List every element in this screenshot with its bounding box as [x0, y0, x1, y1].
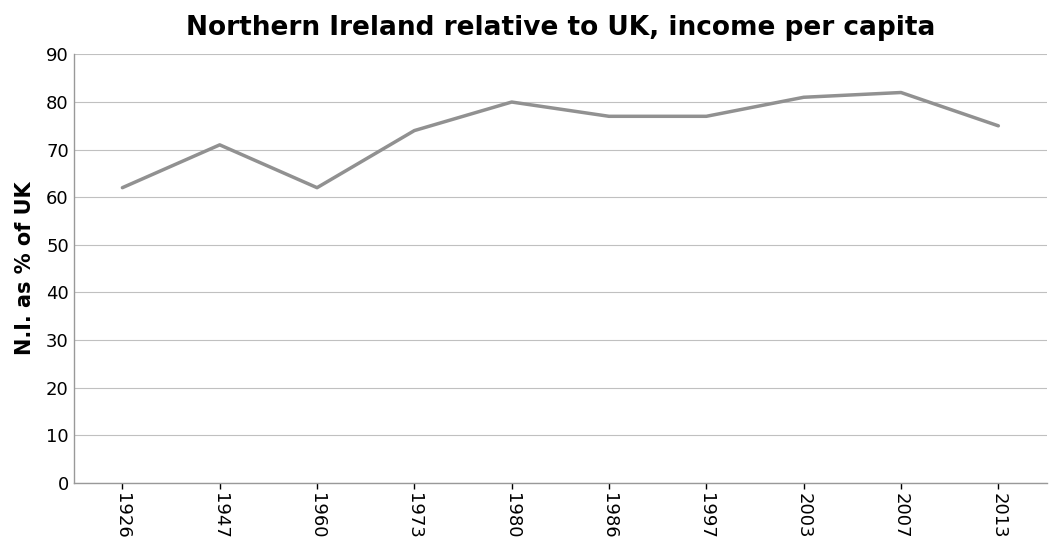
Y-axis label: N.I. as % of UK: N.I. as % of UK: [15, 182, 35, 355]
Title: Northern Ireland relative to UK, income per capita: Northern Ireland relative to UK, income …: [186, 15, 935, 41]
